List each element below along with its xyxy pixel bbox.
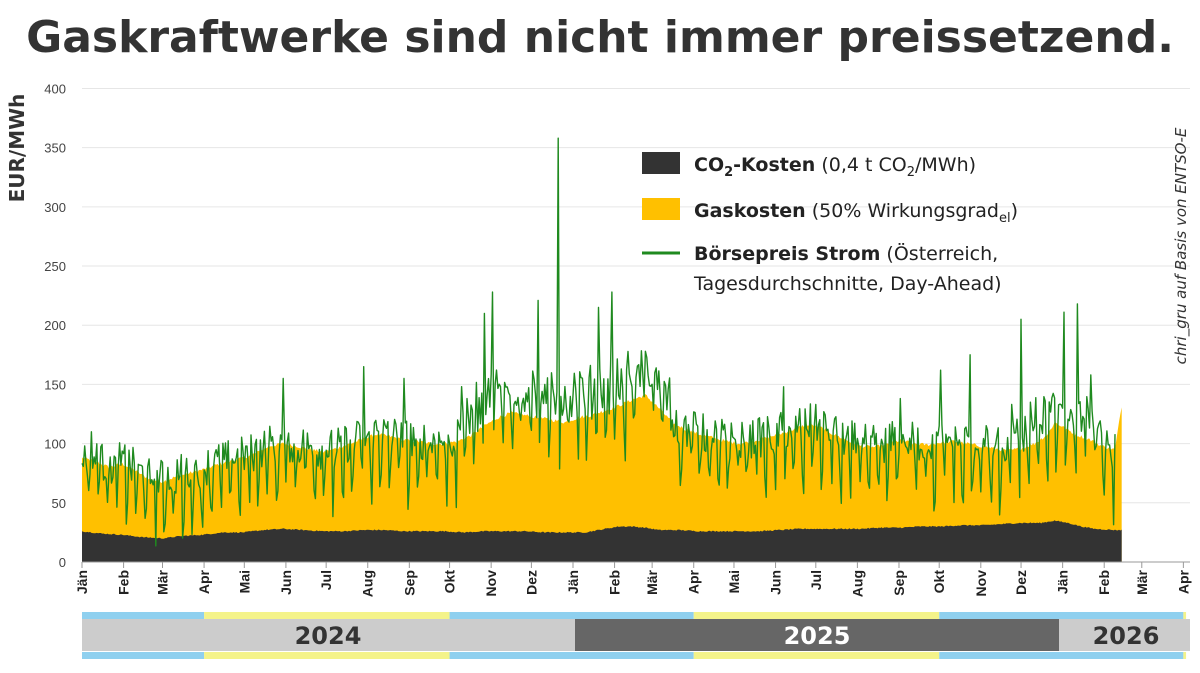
month-label: Mär (1134, 569, 1150, 594)
legend-swatch-co2 (642, 152, 680, 174)
month-label: Mär (154, 569, 170, 594)
year-label-2025: 2025 (784, 622, 851, 650)
month-label: Jän (565, 570, 581, 594)
y-tick-label: 150 (44, 377, 66, 392)
y-tick-label: 350 (44, 141, 66, 156)
season-segment (449, 652, 694, 659)
legend-label-gas: Gaskosten (50% Wirkungsgradel) (694, 200, 1018, 226)
legend-label-co2: CO2-Kosten (0,4 t CO2/MWh) (694, 154, 976, 180)
y-tick-label: 200 (44, 318, 66, 333)
month-label: Aug (360, 570, 376, 597)
y-tick-labels: 0 50 100 150 200 250 300 350 400 (44, 81, 66, 570)
co2-cost-area (82, 520, 1122, 562)
season-segment (1183, 612, 1187, 619)
power-price-line (81, 137, 1116, 547)
season-segment (449, 612, 694, 619)
y-tick-label: 50 (52, 496, 66, 511)
season-segment (204, 612, 450, 619)
month-label: Apr (686, 569, 702, 594)
season-segment (82, 652, 205, 659)
month-label: Okt (442, 570, 458, 594)
year-label-2026: 2026 (1093, 622, 1160, 650)
month-label: Apr (196, 569, 212, 594)
month-label: Okt (931, 570, 947, 594)
season-segment (82, 612, 205, 619)
y-tick-label: 400 (44, 81, 66, 96)
month-labels: Jän Feb Mär Apr Mai Jun Jul Aug Sep Okt Nov Dez Jän F… (74, 569, 1191, 597)
season-segment (939, 612, 1184, 619)
year-bar-2025 (575, 619, 1059, 651)
y-tick-label: 100 (44, 437, 66, 452)
year-label-2024: 2024 (295, 622, 362, 650)
month-label: Jun (768, 570, 784, 595)
month-label: Feb (116, 570, 132, 595)
month-label: Jän (74, 570, 90, 594)
month-label: Dez (1013, 570, 1029, 595)
month-label: Apr (1175, 569, 1191, 594)
month-label: Mai (726, 570, 742, 593)
month-label: Mär (644, 569, 660, 594)
gas-cost-area (82, 394, 1122, 562)
x-tick-marks (81, 562, 1184, 568)
month-label: Dez (523, 570, 539, 595)
month-label: Nov (973, 570, 989, 597)
season-segment (693, 612, 940, 619)
month-label: Mai (236, 570, 252, 593)
season-segment (204, 652, 450, 659)
legend-swatch-gas (642, 198, 680, 220)
y-tick-label: 250 (44, 259, 66, 274)
chart-title: Gaskraftwerke sind nicht immer preissetz… (26, 12, 1174, 63)
year-bar: 2024 2025 2026 (82, 619, 1190, 651)
month-label: Jän (1055, 570, 1071, 594)
season-strip-top (82, 612, 1187, 619)
month-label: Jun (278, 570, 294, 595)
month-label: Sep (401, 570, 417, 596)
legend-label-strom-line2: Tagesdurchschnitte, Day-Ahead) (693, 273, 1002, 295)
season-strip-bottom (82, 652, 1187, 659)
year-bar-2026 (1059, 619, 1190, 651)
month-label: Jul (318, 570, 334, 590)
y-tick-label: 300 (44, 200, 66, 215)
month-label: Sep (891, 570, 907, 596)
year-bar-2024 (82, 619, 575, 651)
legend-label-strom: Börsepreis Strom (Österreich, (694, 242, 998, 265)
source-note: chri_gru auf Basis von ENTSO-E (1172, 127, 1191, 364)
y-axis-label: EUR/MWh (5, 94, 29, 203)
month-label: Jul (808, 570, 824, 590)
month-label: Feb (1096, 570, 1112, 595)
month-label: Nov (483, 570, 499, 597)
month-label: Aug (849, 570, 865, 597)
season-segment (939, 652, 1184, 659)
month-label: Feb (607, 570, 623, 595)
season-segment (1183, 652, 1187, 659)
season-segment (693, 652, 940, 659)
y-tick-label: 0 (59, 555, 66, 570)
legend: CO2-Kosten (0,4 t CO2/MWh) Gaskosten (50… (642, 152, 1018, 295)
